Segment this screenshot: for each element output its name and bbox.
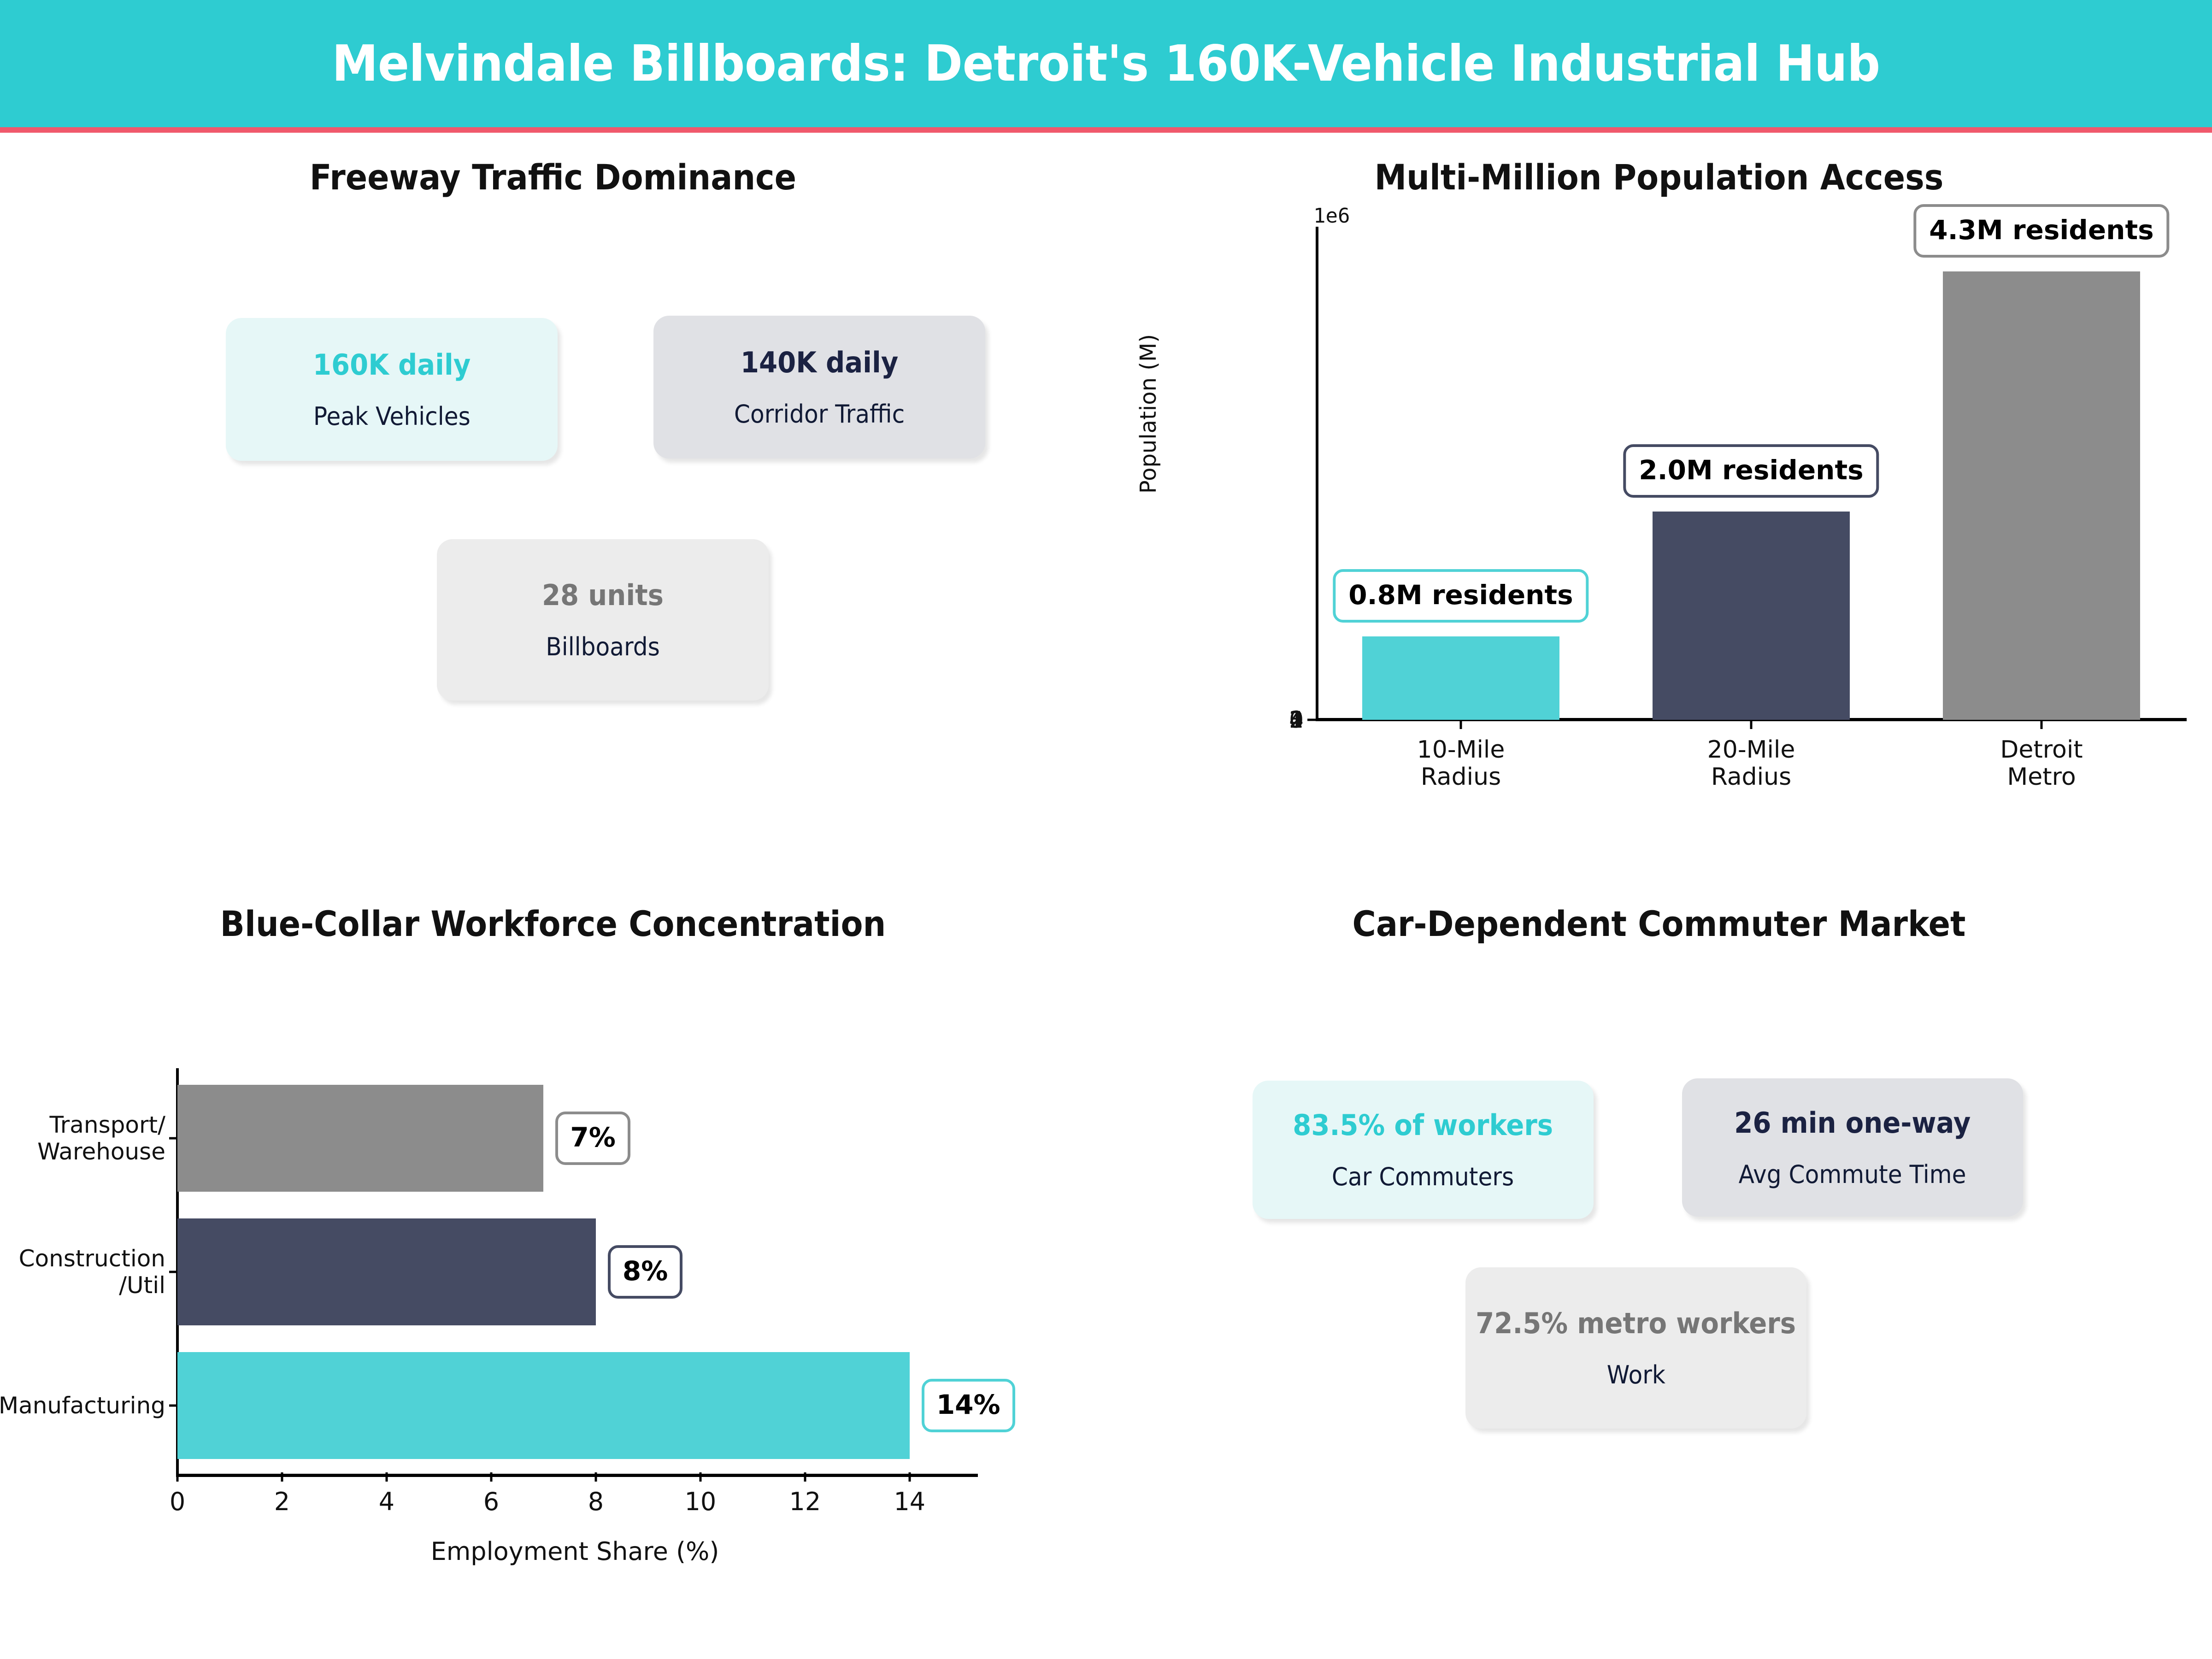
y-axis-tick-label: Manufacturing	[0, 1392, 165, 1419]
y-axis-tick-mark	[1307, 718, 1316, 721]
kpi-value-billboards: 28 units	[541, 578, 664, 612]
bar-value-annotation: 2.0M residents	[1623, 444, 1879, 498]
plot-area: 0 2 4 6 8 10 12 14 Manufacturing 14% Construction …	[0, 1071, 1015, 1516]
x-axis-tick-mark	[908, 1472, 911, 1482]
panel-freeway-traffic: Freeway Traffic Dominance 160K daily Pea…	[0, 157, 1106, 876]
kpi-card-avg-commute-time: 26 min one-way Avg Commute Time	[1682, 1078, 2023, 1217]
panel-title-freeway-traffic: Freeway Traffic Dominance	[309, 157, 797, 198]
kpi-label-work: Work	[1606, 1360, 1665, 1389]
y-axis-spine	[1316, 227, 1318, 721]
panel-title-workforce-concentration: Blue-Collar Workforce Concentration	[220, 903, 886, 944]
bar	[1652, 511, 1850, 720]
x-axis-tick-mark	[385, 1472, 388, 1482]
bar	[177, 1218, 596, 1325]
kpi-card-billboards: 28 units Billboards	[437, 539, 769, 700]
plot-area: 0 1 2 3 4 10-Mile Radius 0.8M residents 20-Mile…	[1289, 204, 2187, 791]
x-axis-tick-mark	[594, 1472, 597, 1482]
y-axis-tick-label: 1	[1289, 706, 1304, 733]
y-axis-tick-label: 3	[1289, 706, 1304, 733]
kpi-value-corridor-traffic: 140K daily	[740, 346, 899, 379]
x-axis-tick-mark	[490, 1472, 493, 1482]
y-axis-tick-label: Construction /Util	[18, 1245, 165, 1299]
y-axis-tick-label: 2	[1289, 706, 1304, 733]
x-axis-tick-label: 2	[274, 1487, 290, 1516]
panel-population-access: Multi-Million Population Access 1e6 Popu…	[1106, 157, 2212, 876]
panel-title-population-access: Multi-Million Population Access	[1374, 157, 1944, 198]
x-axis-tick-mark	[804, 1472, 806, 1482]
y-axis-label: Population (M)	[1135, 334, 1161, 494]
y-axis-tick-mark	[169, 1404, 177, 1407]
y-axis-tick-label: 4	[1289, 706, 1304, 733]
bar-value-annotation: 8%	[607, 1245, 683, 1299]
bar-value-annotation: 4.3M residents	[1913, 204, 2170, 258]
y-axis-tick-label: 0	[1289, 706, 1304, 733]
bar	[177, 1352, 910, 1459]
x-axis-tick-mark	[1459, 720, 1462, 729]
kpi-card-peak-vehicles: 160K daily Peak Vehicles	[226, 318, 558, 461]
y-axis-tick-mark	[169, 1137, 177, 1140]
bar-value-annotation: 14%	[921, 1379, 1015, 1432]
kpi-card-corridor-traffic: 140K daily Corridor Traffic	[653, 316, 985, 459]
bar	[1942, 271, 2141, 720]
panel-workforce-concentration: Blue-Collar Workforce Concentration 0 2 4 6…	[0, 903, 1106, 1659]
workforce-bar-chart: 0 2 4 6 8 10 12 14 Manufacturing 14% Construction …	[0, 903, 1106, 1659]
x-axis-spine	[176, 1474, 978, 1477]
header-accent-bar	[0, 127, 2212, 133]
x-axis-tick-label: 14	[894, 1487, 926, 1516]
x-axis-tick-mark	[281, 1472, 283, 1482]
kpi-card-car-commuters: 83.5% of workers Car Commuters	[1253, 1081, 1594, 1219]
y-axis-tick-label: Transport/ Warehouse	[37, 1112, 165, 1165]
header-banner: Melvindale Billboards: Detroit's 160K-Ve…	[0, 0, 2212, 127]
kpi-value-peak-vehicles: 160K daily	[312, 348, 471, 382]
x-axis-tick-label: 8	[588, 1487, 604, 1516]
population-bar-chart: 1e6 Population (M) 0 1 2 3 4 10-Mile Radius 0.…	[1106, 157, 2212, 876]
kpi-value-car-commuters: 83.5% of workers	[1293, 1108, 1553, 1142]
x-axis-tick-label: 10-Mile Radius	[1417, 736, 1505, 791]
x-axis-tick-label: 12	[789, 1487, 821, 1516]
x-axis-tick-label: 10	[684, 1487, 717, 1516]
kpi-label-corridor-traffic: Corridor Traffic	[734, 400, 905, 429]
bar	[1362, 636, 1560, 720]
x-axis-tick-mark	[699, 1472, 702, 1482]
panel-commuter-market: Car-Dependent Commuter Market 83.5% of w…	[1106, 903, 2212, 1659]
x-axis-tick-mark	[176, 1472, 179, 1482]
x-axis-tick-mark	[1750, 720, 1753, 729]
panel-title-commuter-market: Car-Dependent Commuter Market	[1352, 903, 1966, 944]
kpi-card-work: 72.5% metro workers Work	[1465, 1267, 1806, 1429]
x-axis-tick-label: 4	[378, 1487, 395, 1516]
page-title: Melvindale Billboards: Detroit's 160K-Ve…	[332, 35, 1880, 93]
bar-value-annotation: 0.8M residents	[1333, 569, 1589, 623]
bar	[177, 1085, 544, 1192]
kpi-label-billboards: Billboards	[546, 632, 660, 661]
x-axis-tick-label: 0	[169, 1487, 186, 1516]
y-axis-offset-label: 1e6	[1313, 204, 1350, 228]
x-axis-label: Employment Share (%)	[430, 1537, 719, 1566]
x-axis-tick-label: 20-Mile Radius	[1707, 736, 1795, 791]
x-axis-tick-label: 6	[483, 1487, 500, 1516]
bar-value-annotation: 7%	[555, 1112, 630, 1165]
y-axis-tick-mark	[169, 1271, 177, 1273]
kpi-label-peak-vehicles: Peak Vehicles	[313, 402, 471, 431]
x-axis-tick-mark	[2040, 720, 2043, 729]
x-axis-tick-label: Detroit Metro	[2000, 736, 2083, 791]
kpi-label-avg-commute-time: Avg Commute Time	[1739, 1160, 1966, 1189]
kpi-value-avg-commute-time: 26 min one-way	[1734, 1106, 1971, 1140]
kpi-label-car-commuters: Car Commuters	[1332, 1162, 1514, 1191]
kpi-value-work: 72.5% metro workers	[1476, 1306, 1796, 1340]
